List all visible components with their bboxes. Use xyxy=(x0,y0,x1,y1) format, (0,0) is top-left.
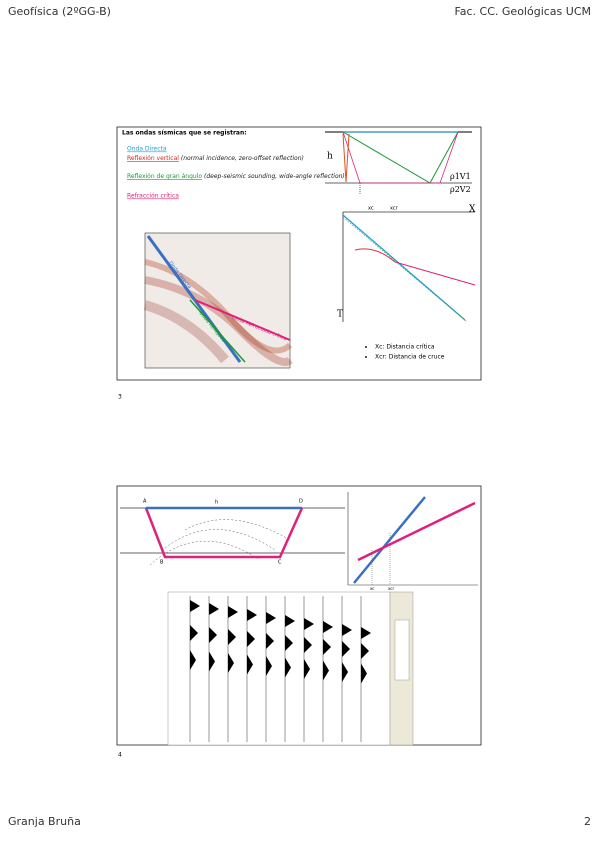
seismogram xyxy=(143,232,293,369)
wiggle xyxy=(342,662,348,682)
label: C xyxy=(278,560,282,566)
tx-plot xyxy=(347,492,478,586)
label: xc xyxy=(370,586,375,591)
wiggle xyxy=(209,627,217,643)
wiggle xyxy=(285,657,291,678)
ray-diagram xyxy=(120,506,345,566)
slide-number: 4 xyxy=(118,752,122,759)
wiggle xyxy=(323,660,329,681)
item: Reflexión de gran ángulo (deep-seismic s… xyxy=(127,173,345,180)
label: B xyxy=(160,560,164,566)
item: Refracción crítica xyxy=(127,193,179,200)
wiggle xyxy=(247,654,253,675)
label: xcr xyxy=(388,586,394,591)
label: D xyxy=(299,499,303,505)
label: ρ1V1 xyxy=(450,172,471,181)
footer-left: Granja Bruña xyxy=(8,815,81,828)
wiggle xyxy=(361,627,371,639)
seismic-record xyxy=(167,591,414,746)
wiggle xyxy=(304,618,314,630)
ray-diagram xyxy=(325,131,472,195)
legend: Xcr: Distancia de cruce xyxy=(375,354,445,361)
wiggle xyxy=(361,663,367,684)
wiggle xyxy=(228,606,238,618)
item: Onda Directa xyxy=(127,146,167,153)
wiggle xyxy=(266,633,274,649)
wiggle xyxy=(228,629,236,645)
item-label: Reflexión de gran ángulo xyxy=(127,173,202,180)
item: Reflexión vertical (normal incidence, ze… xyxy=(127,155,304,162)
label: X xyxy=(469,205,476,215)
header-left: Geofísica (2ºGG-B) xyxy=(8,5,111,18)
wiggle xyxy=(342,641,350,657)
wiggle xyxy=(247,609,257,621)
wiggle xyxy=(304,637,312,653)
item-label: Reflexión vertical xyxy=(127,155,179,162)
label: xcr xyxy=(390,206,399,212)
wiggle xyxy=(247,631,255,647)
item-note: (normal incidence, zero-offset reflectio… xyxy=(181,155,304,162)
wiggle xyxy=(266,656,272,676)
label: h xyxy=(327,152,333,162)
wiggle xyxy=(285,635,293,651)
wiggle xyxy=(304,659,310,679)
wiggle xyxy=(209,603,219,615)
wiggle xyxy=(342,624,352,636)
page-number: 2 xyxy=(584,815,591,828)
header-right: Fac. CC. Geológicas UCM xyxy=(454,5,591,18)
label: A xyxy=(143,499,147,505)
tx-plot xyxy=(342,211,476,323)
slide-number: 3 xyxy=(118,394,122,401)
label: T xyxy=(337,310,343,320)
wiggle xyxy=(190,650,196,670)
wiggle xyxy=(190,625,198,641)
legend: Xc: Distancia crítica xyxy=(375,344,435,351)
wiggle xyxy=(285,615,295,627)
label: xc xyxy=(368,206,374,212)
wiggle xyxy=(190,600,200,612)
wiggle xyxy=(323,639,331,655)
label: h xyxy=(215,500,218,506)
item-note: (deep-seismic sounding, wide-angle refle… xyxy=(204,173,345,180)
slide-title: Las ondas sísmicas que se registran: xyxy=(122,130,247,137)
wiggle xyxy=(361,643,369,659)
wiggle xyxy=(266,612,276,624)
wiggle xyxy=(228,653,234,673)
label: ρ2V2 xyxy=(450,185,471,194)
wiggle xyxy=(323,621,333,633)
wiggle xyxy=(209,651,215,672)
